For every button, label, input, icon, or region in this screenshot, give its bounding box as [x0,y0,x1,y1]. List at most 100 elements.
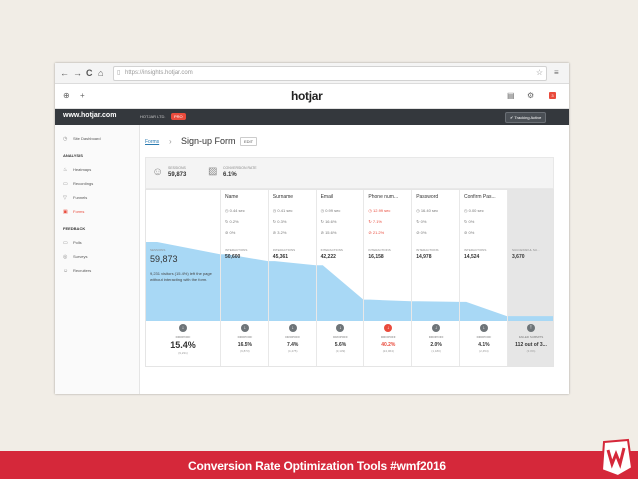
arrow-down-icon[interactable]: ↓ [179,324,187,332]
notification-badge[interactable]: 3 [549,92,556,99]
settings-icon[interactable]: ⚙ [527,91,535,100]
sidebar-item-polls[interactable]: ▭ Polls [63,240,82,246]
sessions-column: SESSIONS 59,873 9,231 visitors (15.4%) l… [146,190,220,366]
arrow-down-icon[interactable]: ↓ [288,324,297,332]
success-column-bg [507,190,553,366]
footer-banner: Conversion Rate Optimization Tools #wmf2… [0,451,638,479]
field-name: Email [320,194,334,200]
home-icon[interactable]: ⌂ [98,68,104,78]
time-metric: ◷ 16.40 sec [416,208,439,213]
funnel-area [146,242,553,321]
sidebar-heading-feedback: FEEDBACK [63,226,86,231]
main-content: Forms › Sign-up Form EDIT ☺ SESSIONS 59,… [140,125,569,394]
add-icon[interactable]: + [80,91,85,100]
wmf-logo [600,438,634,478]
refresh-icon: ↻ [272,219,277,224]
sidebar-item-dashboard[interactable]: ◷ Site Dashboard [63,136,101,142]
dropoff-value: 15.4% [170,340,196,350]
sidebar-item-recordings[interactable]: ▭ Recordings [63,181,94,187]
refill-metric: ↻ 16.6% [320,219,337,224]
arrow-down-icon[interactable]: ↓ [240,324,249,332]
sidebar-item-funnels[interactable]: ▽ Funnels [63,195,88,201]
breadcrumb-separator: › [169,137,172,146]
dropoff-value: 5.6% [334,342,347,348]
interactions-value: 42,222 [320,254,336,260]
plan-badge: PRO [171,113,186,120]
breadcrumb-forms-link[interactable]: Forms [145,139,160,145]
summary-bar: ☺ SESSIONS 59,873 ▨ CONVERSION RATE 6.1% [145,157,554,189]
hotjar-logo: hotjar [291,89,323,103]
app-header: www.hotjar.com HOTJAR LTD. PRO ✔ Trackin… [55,109,569,125]
field-column: Surname ◷ 0.41 sec ↻ 0.3% ⊘ 3.2% INTERACTION… [267,190,317,366]
field-name: Name [225,194,239,200]
address-bar[interactable]: ▯ https://insights.hotjar.com ☆ [113,66,547,81]
dropoff-value: 4.1% [478,342,490,348]
clock-icon: ◷ [368,208,372,213]
footer-caption: Conversion Rate Optimization Tools #wmf2… [188,459,446,473]
refresh-icon: ↻ [225,219,229,224]
menu-icon[interactable]: ≡ [554,68,559,77]
sidebar: ◷ Site Dashboard ANALYSIS ♨ Heatmaps ▭ Reco… [55,125,140,394]
interactions-label: INTERACTIONS [464,248,487,252]
blank-metric: ⊘ 0% [416,230,427,235]
arrow-down-icon[interactable]: ↓ [384,324,393,332]
blank-metric: ⊘ 15.6% [320,230,337,235]
refresh-icon: ↻ [368,219,372,224]
time-metric: ◷ 0.44 sec [225,208,245,213]
dropoff-value: 7.4% [286,342,299,348]
bookmark-star-icon[interactable]: ☆ [535,68,543,77]
dropoff-label: DROPOFF [175,335,191,339]
clock-icon: ◷ [225,208,229,213]
field-column: Name ◷ 0.44 sec ↻ 0.2% ⊘ 0% INTERACTIONS 50,6… [220,190,269,366]
failed-submits-pct: (3.0%) [526,349,536,353]
interactions-label: INTERACTIONS [320,248,343,252]
site-name[interactable]: www.hotjar.com [63,112,117,119]
sidebar-item-heatmaps[interactable]: ♨ Heatmaps [63,167,92,173]
interactions-value: 14,524 [464,254,480,260]
dropoff-count: (9,231) [178,351,188,355]
field-name: Surname [272,194,294,200]
dropoff-label: DROPOFF [428,335,444,339]
arrow-down-icon[interactable]: ↓ [479,324,488,332]
sidebar-item-recruiters[interactable]: ☺ Recruiters [63,268,92,274]
interactions-value: 14,978 [416,254,432,260]
dropoff-value: 2.0% [430,342,442,348]
success-value: 3,670 [512,254,525,260]
forward-icon[interactable]: → [73,68,82,78]
arrow-down-icon[interactable]: ↓ [336,324,345,332]
app-toolbar: ⊕ + hotjar ▤ ⚙ 3 [55,84,569,109]
refresh-icon: ↻ [416,219,420,224]
dropoff-value: 16.5% [237,342,252,348]
blank-metric: ⊘ 0% [225,230,236,235]
tracking-status-button[interactable]: ✔ Tracking Active [505,112,547,123]
sidebar-item-surveys[interactable]: ◎ Surveys [63,254,88,260]
flame-icon: ♨ [63,167,68,173]
refresh-icon: ↻ [464,219,468,224]
dropoff-value: 40.2% [381,342,396,348]
sidebar-heading-analysis: ANALYSIS [63,153,83,158]
reload-icon[interactable]: C [86,68,93,78]
clock-icon: ◷ [320,208,325,213]
refill-metric: ↻ 7.1% [368,219,382,224]
edit-button[interactable]: EDIT [240,137,258,146]
poll-icon: ▭ [63,240,68,246]
arrow-down-icon[interactable]: ↓ [432,324,441,332]
refill-metric: ↻ 0.2% [225,219,239,224]
back-icon[interactable]: ← [60,68,69,78]
alert-icon[interactable]: ! [527,324,535,332]
sessions-col-label: SESSIONS [150,248,166,252]
failed-submits-value: 112 out of 3... [515,342,547,348]
field-name: Phone num... [368,194,399,200]
blank-metric: ⊘ 3.2% [272,230,287,235]
interactions-label: INTERACTIONS [368,248,391,252]
dashboard-icon: ◷ [63,136,68,142]
globe-icon[interactable]: ⊕ [63,91,70,100]
users-icon: ☺ [152,166,164,178]
sidebar-item-forms[interactable]: ▣ Forms [63,209,85,215]
survey-icon: ◎ [63,254,68,260]
dropoff-count: (2,454) [479,349,489,353]
sessions-value: 59,873 [168,172,187,178]
funnel-shape [146,242,553,321]
warning-icon: ⊘ [320,230,324,235]
notes-icon[interactable]: ▤ [507,91,515,100]
